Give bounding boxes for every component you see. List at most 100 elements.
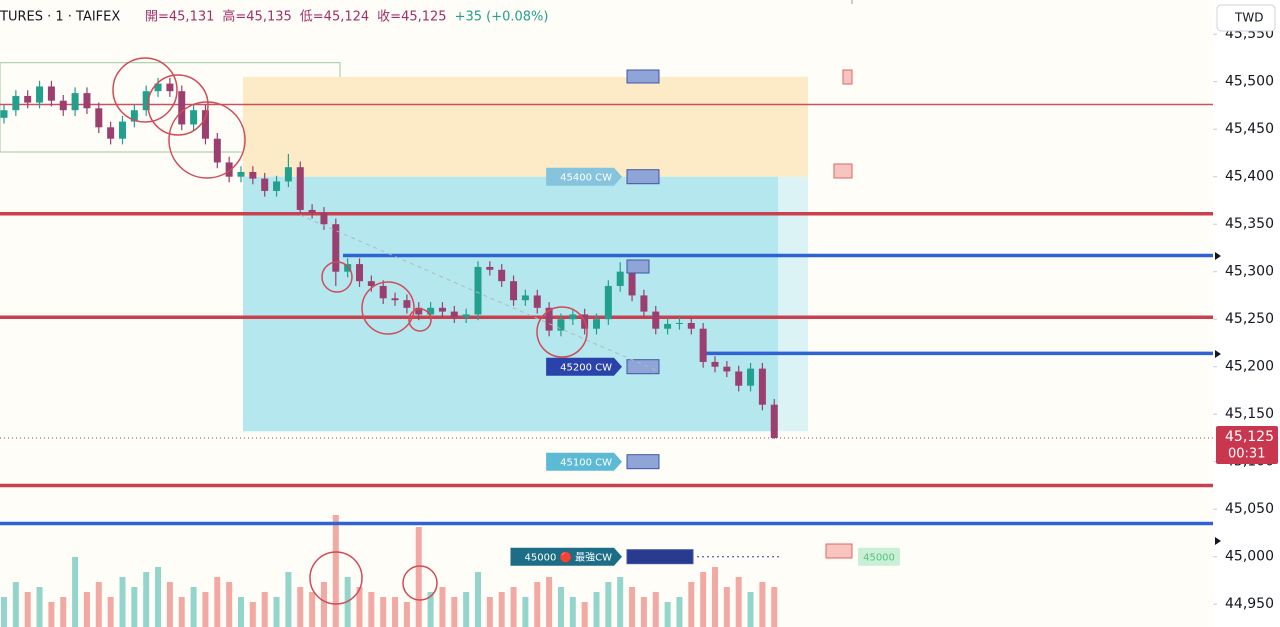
ohlc-label: 高=45,135: [222, 9, 291, 25]
cw-box: [626, 169, 660, 185]
volume-bar: [238, 597, 244, 627]
candle-body: [758, 368, 766, 405]
candle-body: [462, 314, 470, 318]
cw-tag: 45200 CW: [546, 357, 622, 376]
candle-body: [379, 285, 387, 299]
candle-body: [356, 264, 363, 282]
candle-body: [699, 328, 707, 362]
candle-body: [533, 295, 541, 308]
volume-bar: [427, 592, 434, 627]
countdown: 00:31: [1228, 446, 1265, 461]
tag-shape: [546, 452, 622, 471]
candle-body: [36, 86, 44, 103]
cw-tag: 45400 CW: [546, 167, 622, 186]
volume-bar: [451, 597, 458, 627]
candle-body: [237, 171, 245, 177]
volume-bar: [356, 587, 363, 627]
symbol: TURES · 1 · TAIFEX: [0, 10, 120, 25]
candle-body: [166, 83, 174, 92]
volume-bar: [83, 592, 90, 627]
right-tag-box: [858, 547, 900, 566]
candle-body: [486, 266, 494, 270]
cw-tag: 45100 CW: [546, 452, 622, 471]
volume-bar: [297, 587, 304, 627]
y-tick-label: 45,050: [1225, 501, 1274, 517]
volume-bar: [309, 592, 316, 627]
volume-bar: [759, 582, 766, 627]
volume-bar: [486, 597, 493, 627]
volume-bar: [36, 587, 43, 627]
candle-body: [154, 83, 162, 92]
candle-body: [628, 271, 636, 296]
volume-bar: [403, 602, 410, 627]
candle-body: [604, 285, 612, 320]
candle-body: [640, 295, 648, 312]
tag-shape: [510, 547, 622, 566]
marker: [626, 259, 650, 274]
candle-body: [664, 323, 672, 329]
volume-bar: [557, 587, 564, 627]
circle: [361, 281, 415, 335]
circle: [408, 308, 432, 332]
volume-bar: [261, 592, 268, 627]
candle-body: [344, 264, 352, 272]
candle-body: [450, 311, 458, 318]
candle-body: [427, 307, 435, 315]
volume-bar: [392, 597, 399, 627]
candle-body: [47, 86, 55, 101]
volume-bar: [119, 577, 126, 627]
volume-bar: [522, 597, 529, 627]
circle: [402, 565, 438, 601]
currency[interactable]: TWD: [1234, 11, 1263, 25]
candle-body: [12, 95, 20, 111]
marker: [626, 69, 660, 84]
volume-bar: [166, 582, 173, 627]
y-tick-label: 45,150: [1225, 406, 1274, 422]
y-tick-label: 44,950: [1225, 596, 1274, 612]
cw-box: [626, 359, 660, 375]
volume-bar: [143, 572, 150, 627]
candle-body: [190, 110, 198, 125]
candle-body: [261, 178, 269, 191]
volume-bar: [178, 597, 185, 627]
currency-button[interactable]: [1216, 4, 1276, 32]
ohlc-label: 收=45,125: [377, 10, 446, 25]
candle-body: [391, 298, 399, 301]
candle-body: [545, 307, 553, 331]
ohlc-label: 開=45,131: [145, 10, 214, 25]
candle-body: [107, 127, 115, 139]
candle-body: [498, 269, 506, 282]
candle-body: [770, 404, 778, 438]
candle-body: [0, 110, 8, 118]
zone: [243, 176, 778, 432]
candle-body: [652, 311, 660, 329]
candle-body: [735, 371, 743, 386]
right-tag-text: 45000: [863, 553, 895, 564]
change: +35 (+0.08%): [455, 10, 549, 25]
zone-extension: [778, 176, 808, 432]
y-tick-label: 45,350: [1225, 216, 1274, 232]
candle-body: [367, 281, 375, 286]
volume-bar: [202, 592, 209, 627]
y-tick-label: 45,500: [1225, 74, 1274, 90]
volume-bar: [190, 587, 197, 627]
candle-body: [142, 91, 150, 111]
volume-bar: [569, 597, 576, 627]
volume-bar: [700, 572, 707, 627]
volume-bar: [676, 597, 683, 627]
tag-text: 45100 CW: [560, 458, 612, 469]
candle-body: [119, 121, 126, 139]
volume-bar: [723, 587, 730, 627]
ohlc-label: 低=45,124: [300, 10, 369, 25]
candle-body: [438, 307, 446, 312]
volume-bar: [463, 592, 470, 627]
volume-bar: [24, 592, 31, 627]
circle: [309, 551, 363, 605]
zone: [243, 76, 808, 177]
candle-body: [59, 100, 67, 111]
axis-arrows: [1215, 252, 1221, 545]
volume-bar: [131, 587, 138, 627]
candle-body: [296, 167, 304, 210]
volume-bar: [498, 592, 505, 627]
